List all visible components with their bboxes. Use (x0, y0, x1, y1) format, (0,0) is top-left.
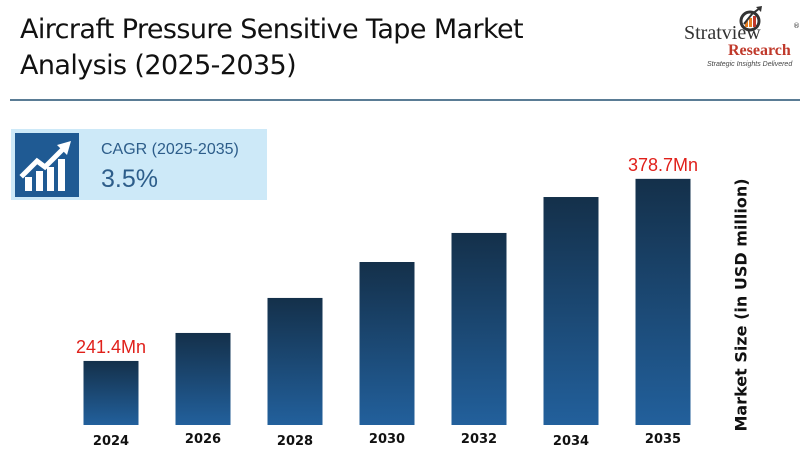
magnifier-chart-icon (739, 6, 762, 32)
data-label-2035: 378.7Mn (628, 155, 698, 175)
logo-research: Research (728, 42, 791, 59)
cagr-box: CAGR (2025-2035) 3.5% (11, 129, 267, 200)
data-label-2024: 241.4Mn (76, 337, 146, 357)
header-divider (10, 99, 800, 101)
y-axis-label: Market Size (in USD million) (731, 178, 751, 432)
bar-2032 (451, 232, 507, 425)
growth-chart-icon (15, 133, 79, 197)
x-tick-label: 2028 (277, 434, 313, 449)
cagr-label: CAGR (2025-2035) (101, 141, 239, 158)
x-tick-label: 2032 (461, 432, 497, 447)
logo-tagline: Strategic Insights Delivered (707, 61, 793, 68)
bar-2026 (175, 332, 231, 425)
title-line-1: Aircraft Pressure Sensitive Tape Market (20, 14, 524, 45)
logo-registered: ® (793, 22, 800, 30)
logo-brand: Stratview (684, 22, 761, 44)
title-line-2: Analysis (2025-2035) (20, 50, 297, 81)
page-title: Aircraft Pressure Sensitive Tape Market … (20, 12, 524, 84)
cagr-value: 3.5% (101, 165, 158, 193)
bar-2030 (359, 262, 415, 425)
stratview-logo: Stratview ® Research Strategic Insights … (676, 4, 800, 70)
x-tick-label: 2035 (645, 432, 681, 447)
x-tick-label: 2024 (93, 434, 129, 449)
bar-2035 (635, 178, 691, 425)
x-tick-label: 2030 (369, 432, 405, 447)
x-tick-label: 2026 (185, 432, 221, 447)
bar-2028 (267, 297, 323, 425)
bar-2034 (543, 197, 599, 425)
bar-2024 (83, 360, 139, 425)
x-tick-label: 2034 (553, 434, 589, 449)
